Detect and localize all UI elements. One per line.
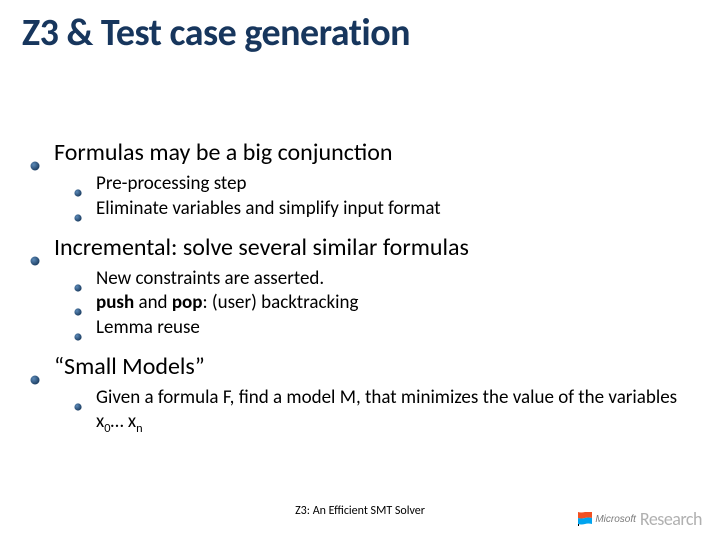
slide-title: Z3 & Test case generation	[22, 10, 410, 56]
bullet-icon	[74, 394, 82, 418]
level2-text: Eliminate variables and simplify input f…	[96, 197, 441, 220]
microsoft-label: Microsoft	[595, 514, 636, 525]
level2-text: Given a formula F, find a model M, that …	[96, 386, 677, 433]
level2-item: Pre-processing step	[24, 172, 696, 196]
level2-text: Pre-processing step	[96, 172, 247, 195]
level2-text: Lemma reuse	[96, 316, 200, 339]
bullet-group: “Small Models” Given a formula F, find a…	[24, 352, 696, 436]
level1-text: “Small Models”	[54, 352, 205, 381]
content-area: Formulas may be a big conjunction Pre-pr…	[24, 138, 696, 448]
msr-logo: Microsoft Research	[578, 508, 702, 530]
level1-item: Incremental: solve several similar formu…	[24, 233, 696, 263]
level2-item: New constraints are asserted.	[24, 267, 696, 291]
level2-item: push and pop: (user) backtracking	[24, 291, 696, 315]
level2-item: Lemma reuse	[24, 316, 696, 340]
bullet-group: Formulas may be a big conjunction Pre-pr…	[24, 138, 696, 221]
level2-text: push and pop: (user) backtracking	[96, 291, 358, 314]
level2-item: Given a formula F, find a model M, that …	[24, 386, 696, 436]
level2-text: New constraints are asserted.	[96, 267, 324, 290]
bullet-icon	[74, 324, 82, 348]
level1-text: Formulas may be a big conjunction	[54, 138, 393, 167]
level1-item: “Small Models”	[24, 352, 696, 382]
bullet-group: Incremental: solve several similar formu…	[24, 233, 696, 340]
level2-item: Eliminate variables and simplify input f…	[24, 197, 696, 221]
microsoft-flag-icon	[578, 512, 592, 526]
level1-item: Formulas may be a big conjunction	[24, 138, 696, 168]
bullet-icon	[74, 205, 82, 229]
level1-text: Incremental: solve several similar formu…	[54, 233, 469, 262]
research-label: Research	[640, 508, 702, 530]
slide: Z3 & Test case generation Formulas may b…	[0, 0, 720, 540]
